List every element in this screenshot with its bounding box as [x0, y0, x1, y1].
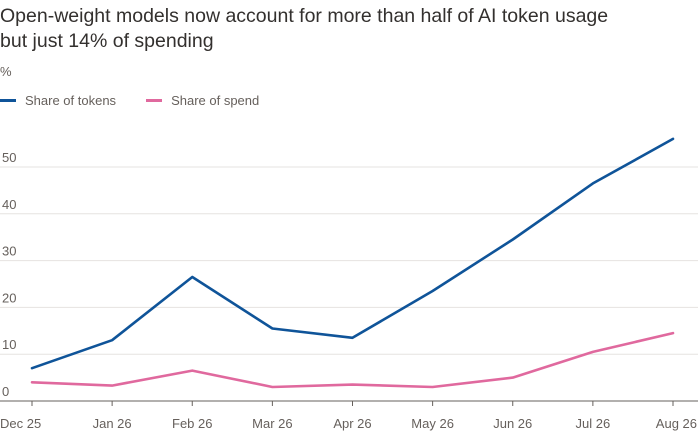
x-tick-label: May 26	[411, 416, 454, 431]
legend-swatch-tokens	[0, 99, 16, 102]
y-axis-unit-label: %	[0, 64, 12, 79]
y-tick-label-30: 30	[2, 244, 16, 259]
legend-swatch-spend	[146, 99, 163, 102]
series-line-spend	[30, 331, 675, 389]
chart-title-line-2: but just 14% of spending	[0, 30, 214, 52]
legend-label-spend: Share of spend	[171, 93, 260, 108]
x-axis-ticks: Dec 25 Jan 26 Feb 26 Mar 26 Apr 26 May 26 Jun …	[0, 401, 697, 431]
x-tick-label: Apr 26	[333, 416, 371, 431]
x-tick-label: Jan 26	[93, 416, 132, 431]
y-tick-label-20: 20	[2, 290, 16, 305]
gridlines	[0, 166, 698, 402]
x-tick-label: Jun 26	[493, 416, 532, 431]
chart-title-line-1: Open-weight models now account for more …	[0, 5, 609, 27]
x-tick-label: Jul 26	[576, 416, 611, 431]
y-tick-label-40: 40	[2, 197, 16, 212]
x-tick-label: Dec 25	[0, 416, 41, 431]
chart-legend: Share of tokens Share of spend	[0, 93, 289, 108]
x-tick-label: Mar 26	[252, 416, 292, 431]
y-tick-label-0: 0	[2, 384, 9, 399]
y-axis-ticks: 0 10 20 30 40 50	[2, 150, 16, 399]
series-line-tokens	[30, 137, 675, 370]
legend-item-spend: Share of spend	[146, 93, 259, 108]
y-tick-label-10: 10	[2, 337, 16, 352]
x-tick-label: Aug 26	[656, 416, 697, 431]
y-tick-label-50: 50	[2, 150, 16, 165]
x-tick-label: Feb 26	[172, 416, 212, 431]
chart-title: Open-weight models now account for more …	[0, 4, 698, 54]
legend-label-tokens: Share of tokens	[25, 93, 117, 108]
legend-item-tokens: Share of tokens	[0, 93, 116, 108]
series-lines	[30, 137, 675, 389]
